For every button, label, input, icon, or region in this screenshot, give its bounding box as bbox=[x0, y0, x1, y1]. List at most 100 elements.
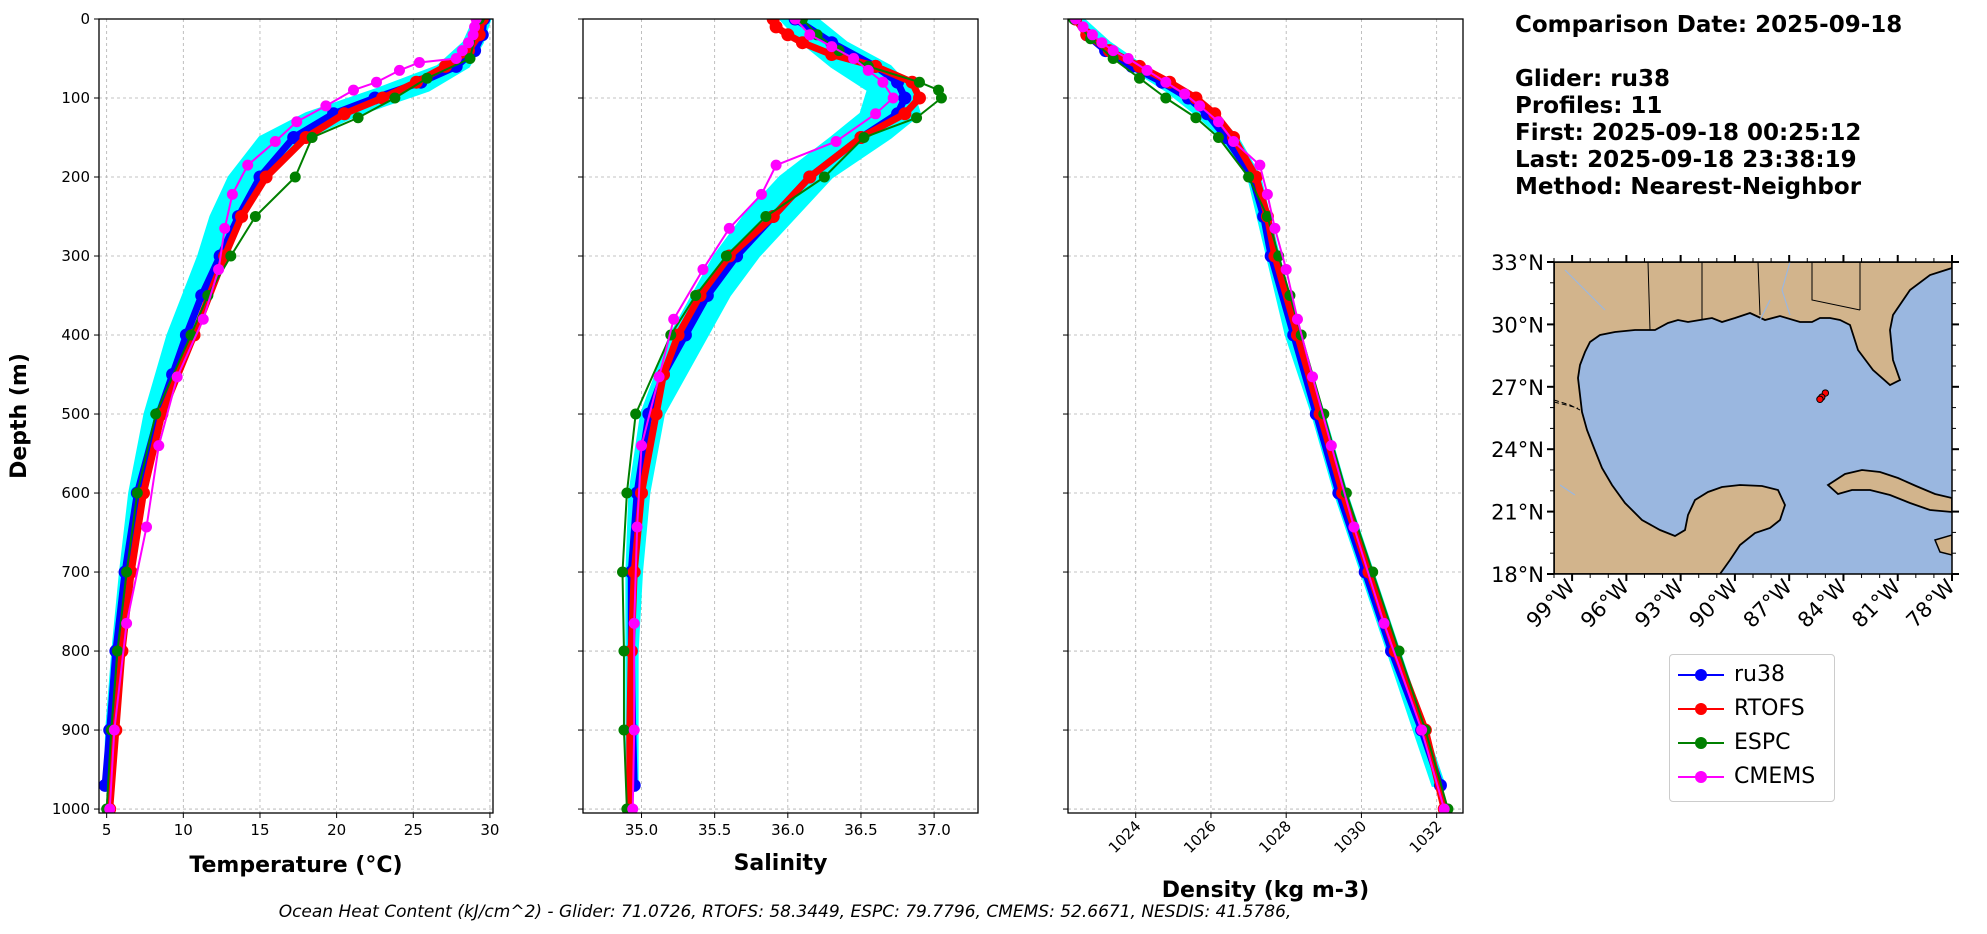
data-point-cmems bbox=[226, 188, 238, 200]
data-point-cmems bbox=[1348, 521, 1360, 533]
data-point-espc bbox=[131, 487, 143, 499]
data-point-cmems bbox=[242, 159, 254, 171]
y-axis-label: Depth (m) bbox=[7, 353, 32, 479]
data-point-cmems bbox=[1261, 188, 1273, 200]
data-point-cmems bbox=[804, 29, 816, 41]
data-point-espc bbox=[121, 566, 133, 578]
x-tick-label: 1024 bbox=[1105, 817, 1145, 857]
data-point-espc bbox=[306, 132, 318, 144]
gulf-map: 99°W96°W93°W90°W87°W84°W81°W78°W33°N30°N… bbox=[1491, 251, 1960, 633]
data-point-rtofs bbox=[337, 107, 351, 121]
data-point-cmems bbox=[450, 53, 462, 65]
data-point-cmems bbox=[1141, 64, 1153, 76]
data-point-espc bbox=[818, 171, 830, 183]
data-point-cmems bbox=[826, 41, 838, 53]
glider-track bbox=[1816, 389, 1830, 403]
data-point-ru38 bbox=[898, 91, 912, 105]
data-point-cmems bbox=[1254, 159, 1266, 171]
series-line-ru38 bbox=[1072, 19, 1444, 789]
x-tick-label: 10 bbox=[174, 821, 193, 839]
y-tick-label: 900 bbox=[61, 721, 90, 739]
data-point-espc bbox=[289, 171, 301, 183]
y-tick-label: 300 bbox=[61, 247, 90, 265]
data-point-espc bbox=[720, 250, 732, 262]
data-point-espc bbox=[421, 72, 433, 84]
data-point-espc bbox=[1212, 132, 1224, 144]
data-point-espc bbox=[150, 408, 162, 420]
map-lon-label: 84°W bbox=[1793, 574, 1851, 632]
first-time: First: 2025-09-18 00:25:12 bbox=[1515, 120, 1862, 146]
map-state-borders bbox=[1647, 262, 1861, 331]
data-point-espc bbox=[618, 724, 630, 736]
map-lon-label: 96°W bbox=[1576, 574, 1634, 632]
data-point-cmems bbox=[628, 724, 640, 736]
legend: ru38 RTOFS ESPC CMEMS bbox=[1669, 654, 1835, 802]
x-tick-label: 1026 bbox=[1180, 817, 1220, 857]
x-tick-label: 5 bbox=[102, 821, 112, 839]
data-point-rtofs bbox=[898, 107, 912, 121]
x-tick-label: 1028 bbox=[1255, 817, 1295, 857]
last-time: Last: 2025-09-18 23:38:19 bbox=[1515, 147, 1857, 173]
data-point-espc bbox=[1243, 171, 1255, 183]
legend-label: RTOFS bbox=[1734, 696, 1805, 721]
data-point-cmems bbox=[1212, 116, 1224, 128]
data-point-cmems bbox=[628, 617, 640, 629]
data-point-cmems bbox=[171, 371, 183, 383]
data-point-rtofs bbox=[259, 170, 273, 184]
data-point-rtofs bbox=[635, 486, 649, 500]
data-point-espc bbox=[618, 645, 630, 657]
legend-item-rtofs: RTOFS bbox=[1678, 692, 1830, 726]
x-tick-label: 15 bbox=[250, 821, 269, 839]
data-point-espc bbox=[630, 408, 642, 420]
track-point bbox=[1816, 395, 1824, 403]
data-point-rtofs bbox=[912, 91, 926, 105]
legend-label: CMEMS bbox=[1734, 764, 1816, 789]
x-tick-label: 35.0 bbox=[625, 821, 658, 839]
info-block: Comparison Date: 2025-09-18 Glider: ru38… bbox=[1515, 12, 1902, 201]
data-point-cmems bbox=[462, 37, 474, 49]
data-point-espc bbox=[690, 290, 702, 302]
data-point-cmems bbox=[1096, 37, 1108, 49]
legend-marker bbox=[1695, 703, 1707, 715]
data-point-espc bbox=[617, 566, 628, 578]
comparison-date: Comparison Date: 2025-09-18 bbox=[1515, 12, 1903, 38]
map-lat-label: 33°N bbox=[1491, 251, 1544, 275]
data-point-cmems bbox=[1280, 263, 1292, 275]
data-point-cmems bbox=[1307, 371, 1319, 383]
plot-area bbox=[617, 19, 947, 813]
y-tick-label: 400 bbox=[61, 326, 90, 344]
data-point-cmems bbox=[1122, 53, 1134, 65]
data-point-espc bbox=[111, 645, 123, 657]
data-point-espc bbox=[858, 132, 870, 144]
data-point-rtofs bbox=[803, 170, 817, 184]
data-point-espc bbox=[760, 211, 772, 223]
data-point-cmems bbox=[830, 135, 842, 147]
data-point-espc bbox=[913, 76, 925, 88]
x-axis-label: Salinity bbox=[734, 851, 828, 876]
map-lat-label: 27°N bbox=[1491, 376, 1544, 400]
x-axis-label: Density (kg m-3) bbox=[1162, 878, 1370, 903]
data-point-espc bbox=[621, 487, 633, 499]
map-lon-label: 90°W bbox=[1684, 574, 1742, 632]
data-point-cmems bbox=[887, 92, 899, 104]
map-land-north bbox=[1554, 262, 1952, 574]
data-point-espc bbox=[1367, 566, 1379, 578]
legend-marker bbox=[1695, 669, 1707, 681]
data-point-espc bbox=[1160, 92, 1172, 104]
data-point-cmems bbox=[213, 263, 225, 275]
axes-frame bbox=[1067, 18, 1464, 814]
data-point-espc bbox=[464, 53, 476, 65]
x-axis-label: Temperature (°C) bbox=[189, 853, 402, 878]
data-point-espc bbox=[1190, 112, 1202, 124]
x-tick-label: 25 bbox=[404, 821, 423, 839]
data-point-cmems bbox=[755, 188, 767, 200]
map-lat-label: 21°N bbox=[1491, 501, 1544, 525]
axes-frame bbox=[582, 18, 979, 814]
data-point-espc bbox=[911, 112, 923, 124]
x-tick-label: 37.0 bbox=[917, 821, 950, 839]
data-point-rtofs bbox=[781, 28, 795, 42]
y-tick-label: 600 bbox=[61, 484, 90, 502]
data-point-cmems bbox=[1416, 724, 1428, 736]
legend-item-ru38: ru38 bbox=[1678, 658, 1830, 692]
data-point-rtofs bbox=[795, 36, 809, 50]
